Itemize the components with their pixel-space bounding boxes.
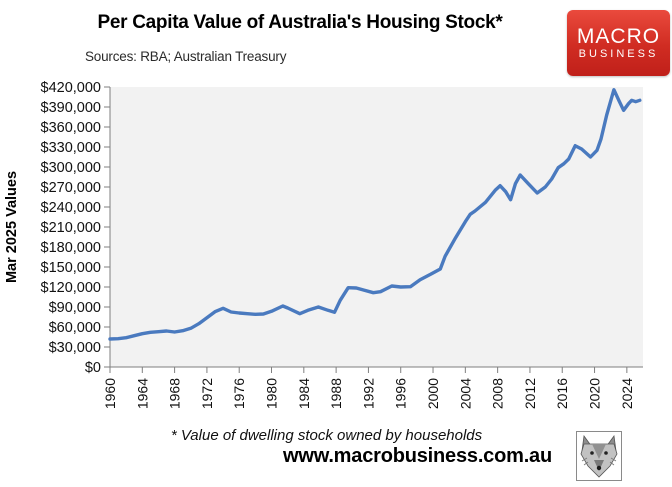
y-tick-label: $300,000 bbox=[41, 160, 101, 176]
x-tick-label: 1988 bbox=[328, 378, 344, 409]
x-tick-label: 1980 bbox=[264, 378, 280, 409]
plot-area bbox=[110, 87, 643, 367]
x-tick-label: 2004 bbox=[457, 378, 473, 409]
x-tick-label: 2008 bbox=[490, 378, 506, 409]
x-tick-label: 1976 bbox=[231, 378, 247, 409]
y-tick-label: $210,000 bbox=[41, 220, 101, 236]
y-tick-label: $180,000 bbox=[41, 240, 101, 256]
logo-business-text: BUSINESS bbox=[578, 47, 659, 60]
x-tick-label: 1996 bbox=[393, 378, 409, 409]
x-tick-label: 2016 bbox=[554, 378, 570, 409]
page-title: Per Capita Value of Australia's Housing … bbox=[97, 12, 503, 33]
x-tick-label: 1992 bbox=[360, 378, 376, 409]
x-tick-label: 1972 bbox=[199, 378, 215, 409]
x-tick-label: 2020 bbox=[587, 378, 603, 409]
y-axis-title: Mar 2025 Values bbox=[4, 171, 20, 283]
website-url: www.macrobusiness.com.au bbox=[283, 445, 552, 467]
y-tick-label: $420,000 bbox=[41, 80, 101, 96]
y-tick-label: $360,000 bbox=[41, 120, 101, 136]
source-note: Sources: RBA; Australian Treasury bbox=[85, 49, 287, 64]
macrobusiness-logo: MACRO BUSINESS bbox=[567, 10, 670, 76]
x-tick-label: 1960 bbox=[102, 378, 118, 409]
x-tick-label: 1968 bbox=[167, 378, 183, 409]
y-tick-label: $90,000 bbox=[49, 300, 101, 316]
x-tick-label: 2012 bbox=[522, 378, 538, 409]
x-tick-label: 1964 bbox=[134, 378, 150, 409]
y-tick-label: $330,000 bbox=[41, 140, 101, 156]
y-tick-label: $150,000 bbox=[41, 260, 101, 276]
x-tick-label: 2024 bbox=[619, 378, 635, 409]
y-tick-label: $30,000 bbox=[49, 340, 101, 356]
y-tick-label: $60,000 bbox=[49, 320, 101, 336]
y-tick-label: $390,000 bbox=[41, 100, 101, 116]
wolf-logo bbox=[576, 431, 622, 481]
y-tick-label: $240,000 bbox=[41, 200, 101, 216]
y-tick-label: $120,000 bbox=[41, 280, 101, 296]
housing-value-line bbox=[108, 87, 642, 341]
y-tick-label: $270,000 bbox=[41, 180, 101, 196]
x-tick-label: 1984 bbox=[296, 378, 312, 409]
logo-macro-text: MACRO bbox=[576, 24, 661, 48]
wolf-head-icon bbox=[580, 434, 618, 478]
y-tick-label: $0 bbox=[85, 360, 101, 376]
x-tick-label: 2000 bbox=[425, 378, 441, 409]
chart-footnote: * Value of dwelling stock owned by house… bbox=[170, 427, 483, 444]
